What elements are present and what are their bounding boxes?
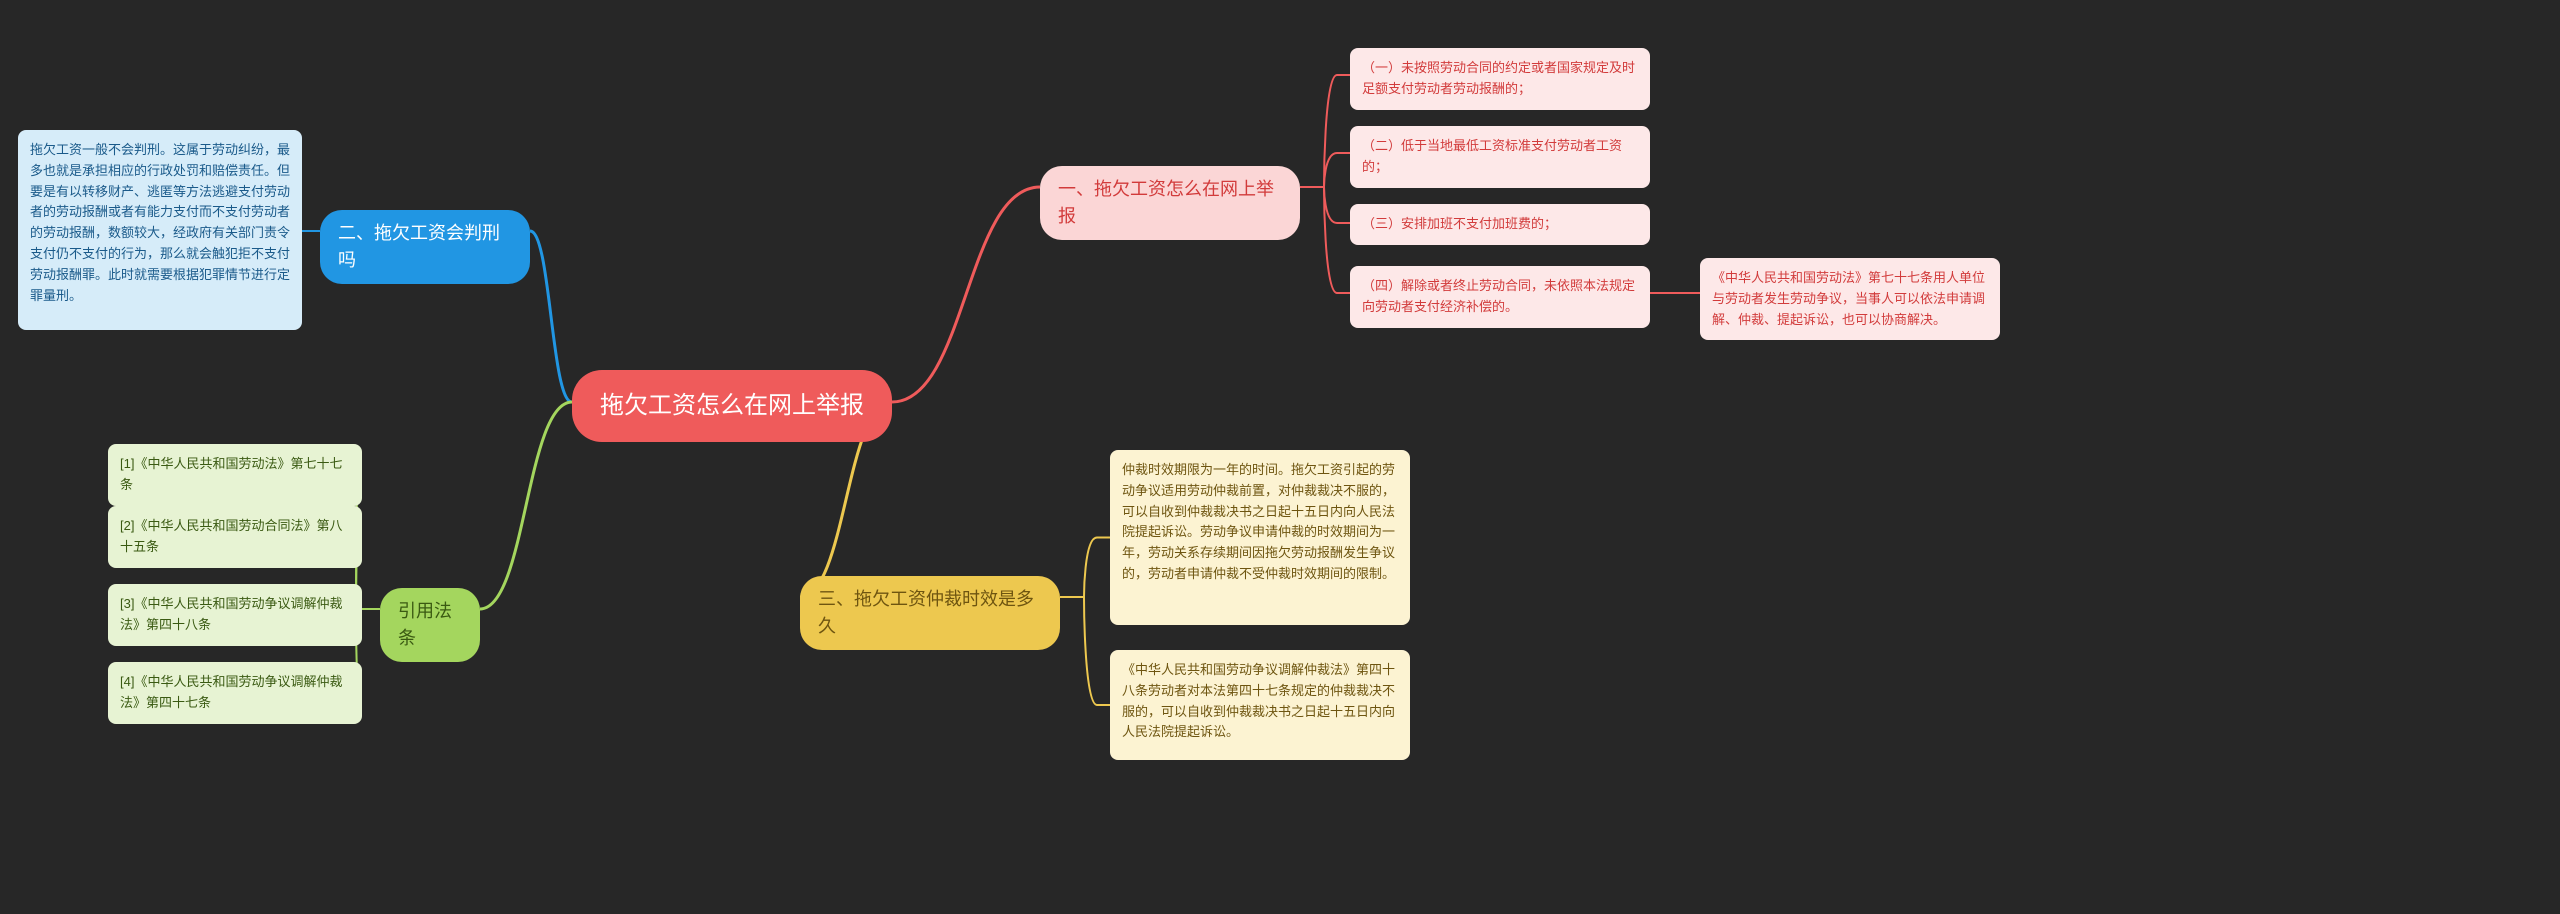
- leaf: （四）解除或者终止劳动合同，未依照本法规定向劳动者支付经济补偿的。: [1350, 266, 1650, 328]
- leaf: [4]《中华人民共和国劳动争议调解仲裁法》第四十七条: [108, 662, 362, 724]
- branch-b1[interactable]: 一、拖欠工资怎么在网上举报: [1040, 166, 1300, 240]
- branch-b2[interactable]: 二、拖欠工资会判刑吗: [320, 210, 530, 284]
- leaf: [2]《中华人民共和国劳动合同法》第八十五条: [108, 506, 362, 568]
- leaf: （三）安排加班不支付加班费的；: [1350, 204, 1650, 245]
- leaf: （二）低于当地最低工资标准支付劳动者工资的；: [1350, 126, 1650, 188]
- leaf: [1]《中华人民共和国劳动法》第七十七条: [108, 444, 362, 506]
- leaf: [3]《中华人民共和国劳动争议调解仲裁法》第四十八条: [108, 584, 362, 646]
- branch-b4[interactable]: 引用法条: [380, 588, 480, 662]
- leaf: 仲裁时效期限为一年的时间。拖欠工资引起的劳动争议适用劳动仲裁前置，对仲裁裁决不服…: [1110, 450, 1410, 625]
- branch-b3[interactable]: 三、拖欠工资仲裁时效是多久: [800, 576, 1060, 650]
- leaf: 《中华人民共和国劳动争议调解仲裁法》第四十八条劳动者对本法第四十七条规定的仲裁裁…: [1110, 650, 1410, 760]
- leaf: 拖欠工资一般不会判刑。这属于劳动纠纷，最多也就是承担相应的行政处罚和赔偿责任。但…: [18, 130, 302, 330]
- mindmap-root[interactable]: 拖欠工资怎么在网上举报: [572, 370, 892, 442]
- leaf: （一）未按照劳动合同的约定或者国家规定及时足额支付劳动者劳动报酬的；: [1350, 48, 1650, 110]
- subleaf: 《中华人民共和国劳动法》第七十七条用人单位与劳动者发生劳动争议，当事人可以依法申…: [1700, 258, 2000, 340]
